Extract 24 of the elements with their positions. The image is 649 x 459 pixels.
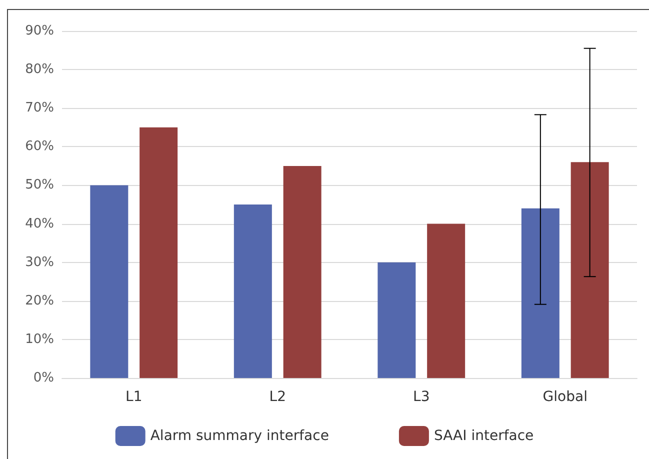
bar bbox=[378, 262, 416, 378]
y-tick-label: 90% bbox=[25, 24, 54, 38]
y-tick-label: 10% bbox=[25, 332, 54, 347]
y-tick-label: 60% bbox=[25, 139, 54, 154]
bar bbox=[234, 204, 272, 378]
bar bbox=[521, 208, 560, 378]
y-tick-label: 20% bbox=[25, 293, 54, 308]
y-tick-label: 0% bbox=[33, 370, 54, 386]
legend-label: SAAI interface bbox=[434, 428, 534, 444]
y-tick-label: 30% bbox=[25, 254, 54, 270]
x-tick-label: L1 bbox=[126, 389, 142, 405]
x-tick-label: L3 bbox=[413, 389, 430, 405]
bar bbox=[140, 127, 178, 378]
legend-label: Alarm summary interface bbox=[150, 428, 329, 444]
y-tick-label: 80% bbox=[25, 62, 54, 78]
x-tick-label: Global bbox=[542, 389, 588, 405]
y-tick-label: 40% bbox=[25, 216, 54, 232]
bar bbox=[570, 162, 609, 378]
y-tick-label: 50% bbox=[25, 178, 54, 193]
bar bbox=[90, 185, 128, 378]
bar bbox=[283, 166, 322, 378]
x-tick-label: L2 bbox=[269, 389, 286, 405]
bar bbox=[427, 224, 466, 378]
y-tick-label: 70% bbox=[25, 100, 54, 116]
